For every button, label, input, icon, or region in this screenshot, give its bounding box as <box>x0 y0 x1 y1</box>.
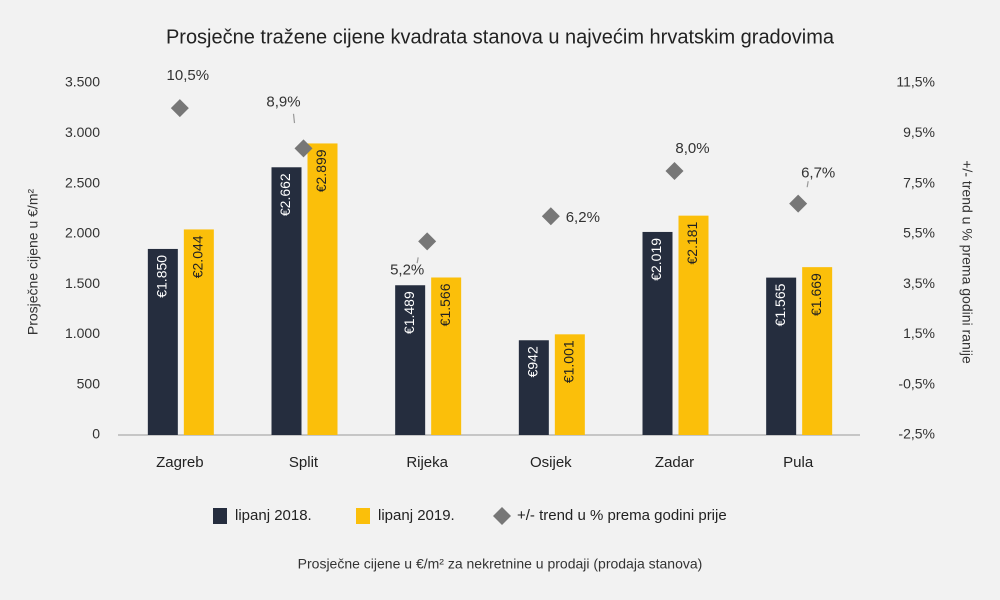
y2-tick-label: 5,5% <box>903 225 935 241</box>
legend-swatch <box>356 508 370 524</box>
y2-tick-label: 7,5% <box>903 174 935 190</box>
y-tick-label: 3.000 <box>65 124 100 140</box>
bar <box>766 277 797 435</box>
bar-value-label: €1.001 <box>561 340 577 383</box>
trend-value-label: 8,9% <box>266 93 300 110</box>
y2-tick-label: 11,5% <box>896 74 935 90</box>
trend-value-label: 6,7% <box>801 165 835 182</box>
x-tick-label: Pula <box>783 454 814 471</box>
bar-value-label: €1.565 <box>772 283 788 326</box>
bar <box>431 277 462 435</box>
bar <box>395 285 426 435</box>
bar <box>518 340 549 435</box>
legend-label: +/- trend u % prema godini prije <box>517 507 727 524</box>
y2-tick-label: 3,5% <box>903 275 935 291</box>
y-tick-label: 1.500 <box>65 275 100 291</box>
bar-value-label: €2.662 <box>277 173 293 216</box>
legend-swatch <box>213 508 227 524</box>
trend-marker <box>665 162 684 180</box>
y-tick-label: 500 <box>77 375 101 391</box>
trend-value-label: 5,2% <box>390 261 424 278</box>
leader-line <box>416 257 419 264</box>
y2-axis-title: +/- trend u % prema godini ranije <box>959 160 975 364</box>
trend-value-label: 6,2% <box>566 209 600 226</box>
y-tick-label: 1.000 <box>65 325 100 341</box>
bar-value-label: €1.669 <box>808 273 824 316</box>
bar-value-label: €2.019 <box>648 238 664 281</box>
bar-value-label: €1.850 <box>154 255 170 298</box>
bar-value-label: €942 <box>525 346 541 377</box>
trend-value-label: 10,5% <box>167 67 210 84</box>
trend-value-label: 8,0% <box>675 140 709 157</box>
y2-tick-label: 9,5% <box>903 124 935 140</box>
trend-marker <box>170 99 189 118</box>
x-tick-label: Split <box>289 454 319 471</box>
x-tick-label: Zagreb <box>156 454 204 471</box>
legend-marker <box>493 507 511 525</box>
bar-value-label: €2.044 <box>190 235 206 278</box>
y2-tick-label: 1,5% <box>903 325 935 341</box>
chart-title: Prosječne tražene cijene kvadrata stanov… <box>166 26 835 48</box>
legend-label: lipanj 2019. <box>378 507 455 524</box>
bar <box>802 267 833 435</box>
bar-value-label: €1.489 <box>401 291 417 334</box>
y-tick-label: 2.500 <box>65 174 100 190</box>
bar <box>147 248 178 435</box>
footnote: Prosječne cijene u €/m² za nekretnine u … <box>298 556 703 572</box>
bar-value-label: €1.566 <box>437 283 453 326</box>
y2-tick-label: -0,5% <box>898 375 935 391</box>
bar <box>678 215 709 435</box>
y-tick-label: 0 <box>92 426 100 442</box>
y-tick-label: 2.000 <box>65 225 100 241</box>
y2-tick-label: -2,5% <box>898 426 935 442</box>
bar-value-label: €2.899 <box>313 149 329 192</box>
bar <box>307 143 338 436</box>
trend-marker <box>789 194 808 213</box>
trend-marker <box>541 207 560 226</box>
bar <box>642 231 673 435</box>
x-tick-label: Osijek <box>530 454 572 471</box>
x-tick-label: Zadar <box>655 454 694 471</box>
y-axis-title: Prosječne cijene u €/m² <box>25 189 41 336</box>
bar <box>183 229 214 435</box>
bar <box>554 334 585 435</box>
leader-line <box>292 113 296 124</box>
bar-value-label: €2.181 <box>684 221 700 264</box>
trend-marker <box>418 232 437 251</box>
bar <box>271 167 302 435</box>
y-tick-label: 3.500 <box>65 74 100 90</box>
leader-line <box>806 181 809 188</box>
trend-marker <box>294 139 313 158</box>
x-tick-label: Rijeka <box>406 454 448 471</box>
legend-label: lipanj 2018. <box>235 507 312 524</box>
